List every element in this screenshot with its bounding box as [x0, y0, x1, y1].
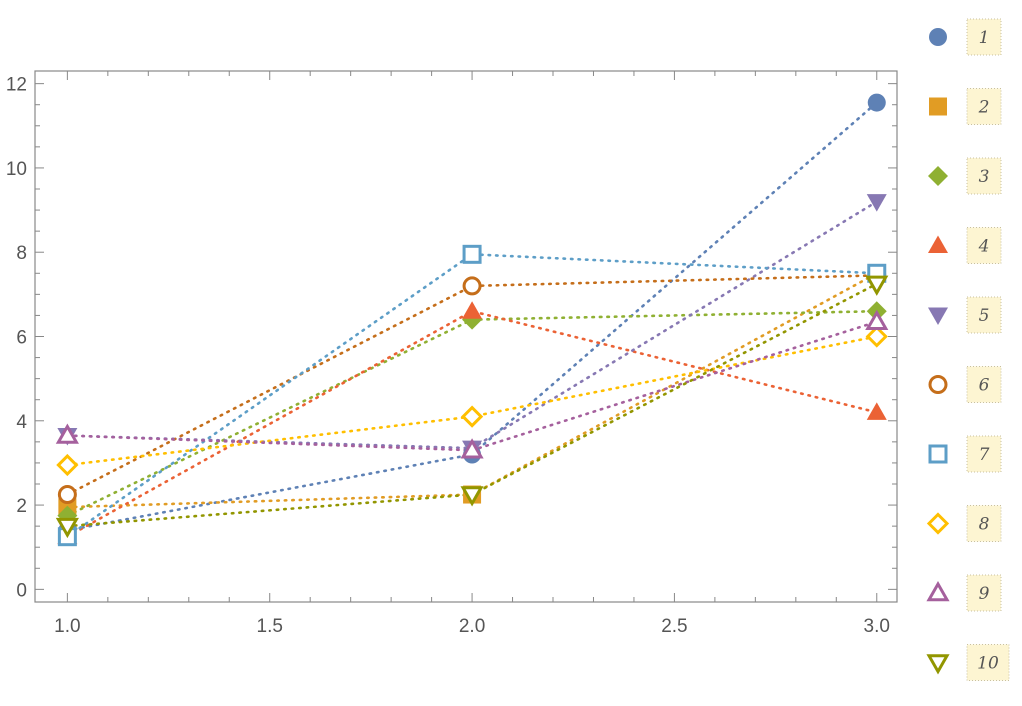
legend-marker-4	[928, 235, 948, 253]
legend-label: 6	[979, 376, 990, 396]
y-tick-label: 10	[6, 159, 27, 180]
x-tick-label: 1.0	[54, 616, 80, 637]
plot-frame	[34, 70, 898, 603]
series-line-4	[66, 309, 879, 538]
x-tick-label: 2.0	[459, 616, 485, 637]
series-line-6	[66, 274, 879, 496]
legend-label-box	[966, 88, 1002, 125]
data-point-series-4	[462, 301, 483, 319]
legend-item-1: 1	[929, 18, 1002, 56]
legend-label: 9	[979, 584, 990, 604]
legend-label-box	[966, 157, 1002, 195]
legend-label-box	[966, 644, 1010, 681]
data-point-series-6	[57, 485, 77, 505]
series-markers	[55, 93, 889, 547]
data-point-series-6	[462, 276, 482, 296]
data-point-series-8	[56, 453, 79, 477]
legend-marker-3	[928, 166, 948, 186]
data-point-series-4	[866, 402, 887, 420]
legend-label: 1	[979, 28, 990, 48]
legend-label-box	[966, 435, 1002, 473]
legend-label-box	[966, 18, 1002, 56]
data-point-series-7	[462, 244, 482, 264]
y-tick-label: 0	[16, 580, 27, 601]
legend: 1 2 3 4 5 6 7 8 9 10	[926, 18, 1010, 681]
data-point-series-5	[866, 194, 887, 212]
legend-label: 2	[978, 98, 990, 118]
legend-label: 7	[979, 445, 990, 465]
series-line-7	[66, 253, 879, 538]
legend-label-box	[966, 296, 1002, 334]
legend-marker-5	[928, 307, 948, 325]
legend-item-10: 10	[926, 644, 1010, 681]
legend-marker-7	[928, 444, 948, 464]
legend-marker-10	[926, 654, 950, 675]
data-point-series-9	[55, 423, 79, 444]
x-tick-label: 1.5	[257, 616, 283, 637]
data-point-series-8	[865, 325, 888, 348]
legend-label: 5	[979, 306, 990, 326]
legend-item-5: 5	[928, 296, 1002, 334]
data-point-series-1	[867, 93, 886, 112]
legend-item-3: 3	[928, 157, 1002, 195]
data-point-series-9	[865, 309, 889, 330]
legend-label-box	[966, 505, 1002, 542]
data-point-series-9	[460, 438, 484, 459]
legend-label-box	[966, 227, 1002, 264]
y-tick-label: 4	[16, 412, 27, 433]
x-tick-label: 2.5	[661, 616, 687, 637]
legend-marker-6	[928, 375, 948, 394]
y-tick-label: 2	[16, 496, 27, 517]
data-point-series-8	[460, 405, 484, 428]
legend-item-4: 4	[928, 227, 1002, 264]
legend-item-7: 7	[928, 435, 1002, 473]
legend-marker-8	[926, 512, 950, 535]
data-point-series-10	[865, 275, 889, 296]
legend-item-6: 6	[928, 366, 1002, 403]
legend-item-9: 9	[926, 574, 1002, 612]
y-tick-label: 12	[6, 75, 27, 96]
axes: 1.0 1.5 2.0 2.5 3.0 0 2 4 6 8 10 12	[6, 70, 898, 637]
legend-label: 10	[977, 654, 999, 674]
legend-label: 4	[978, 237, 990, 257]
legend-marker-9	[926, 580, 950, 602]
y-tick-label: 8	[16, 243, 27, 264]
legend-label-box	[966, 574, 1002, 612]
legend-marker-1	[929, 28, 947, 46]
legend-item-2: 2	[929, 88, 1002, 125]
data-point-series-10	[55, 517, 79, 539]
legend-label: 8	[979, 515, 990, 535]
legend-item-8: 8	[926, 505, 1002, 542]
legend-marker-2	[929, 97, 947, 116]
legend-label-box	[966, 366, 1002, 403]
data-point-series-10	[460, 486, 484, 507]
legend-label: 3	[979, 167, 990, 187]
x-tick-label: 3.0	[864, 616, 890, 637]
y-tick-label: 6	[16, 328, 27, 349]
